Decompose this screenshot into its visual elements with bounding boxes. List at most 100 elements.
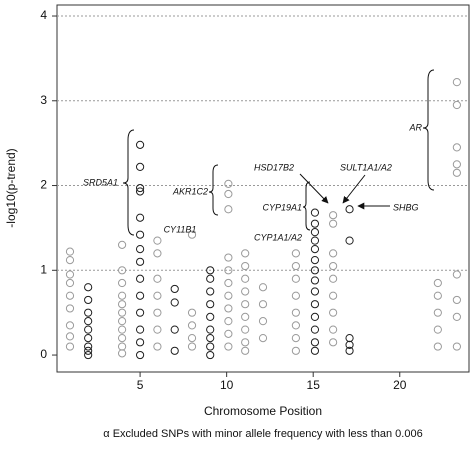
- point: [291, 261, 300, 271]
- point: [153, 274, 162, 283]
- point: [310, 312, 320, 322]
- point: [135, 291, 145, 300]
- point: [241, 261, 250, 271]
- point: [291, 321, 300, 330]
- point: [241, 274, 250, 283]
- point: [452, 143, 461, 152]
- point: [206, 312, 215, 322]
- point: [310, 208, 320, 217]
- point: [433, 308, 442, 317]
- point: [135, 325, 145, 334]
- point: [117, 291, 127, 300]
- point: [65, 332, 75, 341]
- point: [206, 350, 215, 360]
- point: [135, 183, 145, 193]
- point: [258, 300, 268, 309]
- point: [84, 346, 93, 355]
- point: [329, 274, 338, 283]
- point: [206, 266, 215, 275]
- point: [117, 308, 127, 317]
- annotation: SULT1A1/A2: [340, 162, 392, 172]
- annotation: AR: [408, 122, 422, 132]
- point: [310, 338, 320, 347]
- point: [452, 160, 461, 169]
- point: [187, 308, 197, 317]
- point: [241, 287, 250, 296]
- point: [291, 346, 300, 355]
- point: [117, 325, 127, 334]
- point: [310, 228, 320, 237]
- point: [329, 325, 338, 334]
- annotation: CYP1A1/A2: [254, 232, 302, 242]
- point: [310, 287, 320, 296]
- point: [135, 245, 145, 254]
- annotation: SRD5A1: [83, 177, 118, 187]
- point: [224, 317, 233, 326]
- x-tick-label: 10: [220, 378, 234, 392]
- arrow: [342, 174, 366, 204]
- point: [187, 342, 197, 351]
- brace: [422, 69, 435, 191]
- point: [206, 325, 215, 334]
- point: [241, 312, 250, 322]
- point: [310, 300, 320, 309]
- point: [452, 270, 461, 279]
- point: [329, 308, 338, 317]
- y-tick-label: 1: [40, 262, 47, 276]
- point: [187, 321, 197, 330]
- y-tick-label: 3: [40, 93, 47, 107]
- point: [258, 283, 268, 292]
- point: [224, 278, 233, 288]
- point: [329, 261, 338, 271]
- point: [153, 291, 162, 300]
- point: [153, 236, 162, 245]
- point: [433, 278, 442, 288]
- point: [224, 329, 233, 338]
- point: [65, 256, 75, 265]
- point: [117, 333, 127, 343]
- point: [345, 333, 354, 343]
- point: [135, 350, 145, 360]
- point: [135, 162, 145, 171]
- y-axis-title: -log10(p-trend): [4, 148, 18, 227]
- point: [258, 317, 268, 326]
- point: [65, 247, 75, 256]
- point: [84, 350, 93, 360]
- point: [84, 283, 93, 292]
- point: [135, 187, 145, 196]
- point: [291, 274, 300, 283]
- point: [345, 205, 354, 214]
- points: [65, 78, 461, 360]
- point: [452, 78, 461, 87]
- point: [329, 249, 338, 258]
- point: [310, 266, 320, 275]
- point: [291, 333, 300, 343]
- point: [433, 342, 442, 351]
- brace: [208, 164, 219, 216]
- point: [310, 245, 320, 254]
- point: [224, 205, 233, 214]
- annotation: SHBG: [393, 202, 419, 212]
- point: [224, 304, 233, 313]
- point: [310, 236, 320, 245]
- point: [241, 346, 250, 355]
- point: [452, 342, 461, 351]
- point: [65, 321, 75, 330]
- point: [170, 298, 179, 307]
- point: [135, 257, 145, 266]
- point: [84, 342, 93, 351]
- point: [84, 317, 93, 326]
- point: [241, 325, 250, 334]
- point: [206, 300, 215, 309]
- point: [65, 270, 75, 279]
- x-tick-label: 20: [393, 378, 407, 392]
- point: [65, 342, 75, 351]
- point: [329, 211, 338, 220]
- point: [452, 295, 461, 305]
- point: [84, 333, 93, 343]
- point: [135, 140, 145, 149]
- point: [224, 189, 233, 199]
- annotation: CYP19A1: [262, 202, 302, 212]
- point: [153, 249, 162, 258]
